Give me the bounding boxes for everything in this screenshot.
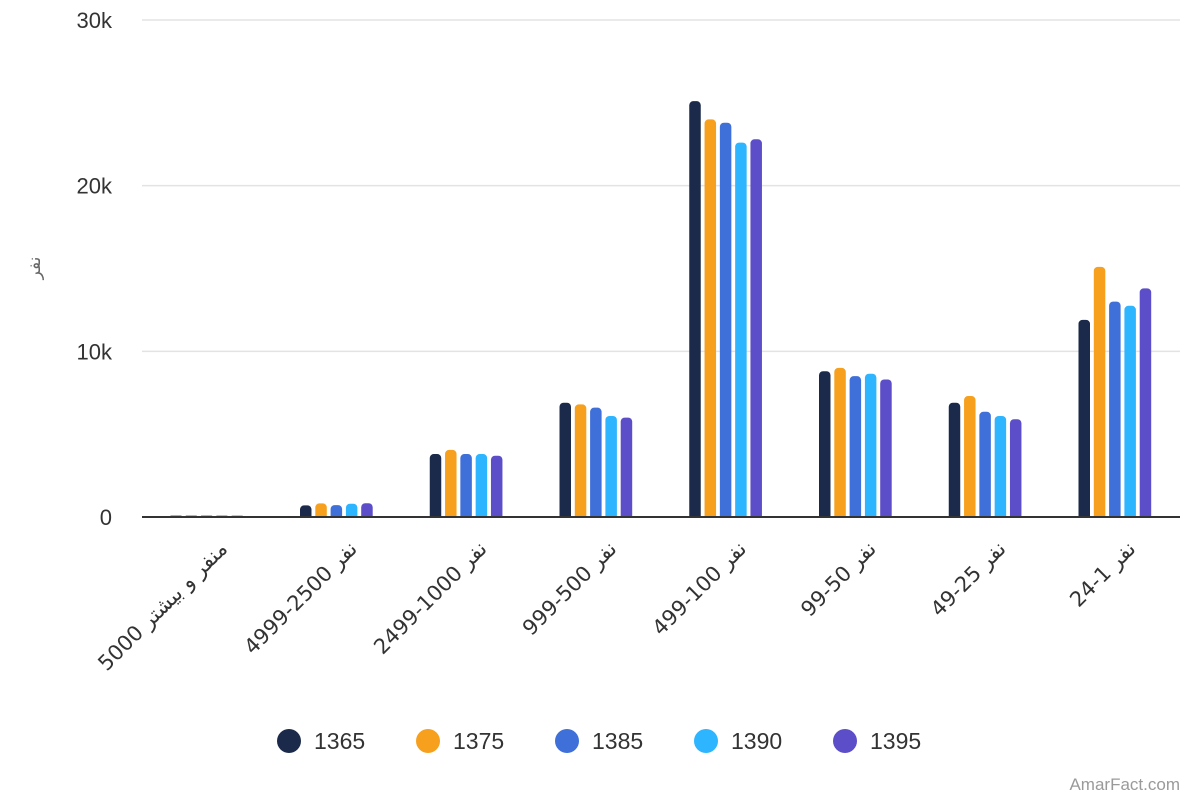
bar-1385-5 (849, 376, 862, 517)
grid-lines (142, 19, 1180, 353)
bar-1385-4 (719, 122, 732, 517)
y-tick-label: 30k (77, 8, 113, 33)
legend-label-1390: 1390 (731, 728, 782, 754)
bar-1390-3 (605, 415, 617, 517)
x-tick-label: 499-100 نفر (648, 537, 752, 641)
x-tick-label: 5000 منفر و بیشتر (93, 537, 232, 676)
bar-1375-3 (574, 404, 587, 517)
y-tick-label: 10k (77, 339, 113, 364)
bar-1365-5 (819, 371, 831, 517)
bar-1365-7 (1078, 319, 1090, 517)
bar-1395-2 (490, 455, 503, 517)
bar-1385-7 (1109, 301, 1121, 517)
legend-marker-1395 (833, 729, 857, 753)
y-axis-ticks: 0 10k 20k 30k (77, 8, 113, 530)
x-axis-ticks: 5000 منفر و بیشتر 4999-2500 نفر2499-1000 … (93, 537, 1140, 676)
bar-1375-7 (1093, 266, 1106, 517)
bar-1385-3 (590, 407, 602, 517)
bar-1390-5 (864, 373, 877, 517)
legend-label-1385: 1385 (592, 728, 643, 754)
bar-1365-6 (948, 402, 961, 517)
bar-1390-4 (735, 142, 747, 517)
legend-marker-1385 (555, 729, 579, 753)
legend-marker-1375 (416, 729, 440, 753)
bar-1365-3 (559, 402, 571, 517)
bar-1365-4 (689, 101, 701, 517)
bar-1395-5 (880, 379, 892, 517)
x-tick-label: 2499-1000 نفر (369, 537, 491, 659)
bar-1375-2 (445, 449, 457, 517)
bar-1395-6 (1009, 419, 1022, 517)
bar-1390-6 (994, 415, 1007, 517)
y-tick-label: 0 (100, 505, 112, 530)
x-tick-label: 4999-2500 نفر (239, 537, 361, 659)
x-tick-label: 24-1 نفر (1065, 537, 1140, 612)
bars (170, 101, 1152, 517)
legend-label-1375: 1375 (453, 728, 504, 754)
bar-1390-1 (345, 503, 358, 517)
legend-marker-1390 (694, 729, 718, 753)
bar-1375-5 (834, 367, 846, 517)
y-axis-title: نفر (25, 257, 45, 281)
bar-1365-1 (300, 505, 312, 517)
bar-1375-1 (315, 503, 327, 517)
bar-1365-2 (429, 454, 442, 517)
legend: 1365 1375 1385 1390 1395 (277, 728, 921, 754)
x-tick-label: 49-25 نفر (926, 537, 1011, 622)
bar-1395-7 (1139, 288, 1152, 517)
bar-1385-1 (330, 505, 343, 517)
bar-1390-7 (1124, 305, 1136, 517)
y-tick-label: 20k (77, 174, 113, 199)
x-tick-label: 99-50 نفر (796, 537, 881, 622)
bar-1375-4 (704, 119, 717, 517)
bar-1395-1 (361, 503, 373, 517)
source-credit: AmarFact.com (1069, 775, 1180, 794)
bar-1390-2 (475, 454, 488, 517)
bar-1385-2 (460, 454, 472, 517)
legend-marker-1365 (277, 729, 301, 753)
x-tick-label: 999-500 نفر (518, 537, 622, 641)
legend-label-1395: 1395 (870, 728, 921, 754)
bar-1375-6 (964, 396, 976, 517)
bar-1395-4 (750, 139, 762, 517)
bar-1385-6 (979, 411, 991, 517)
bar-1395-3 (620, 417, 633, 517)
legend-label-1365: 1365 (314, 728, 365, 754)
